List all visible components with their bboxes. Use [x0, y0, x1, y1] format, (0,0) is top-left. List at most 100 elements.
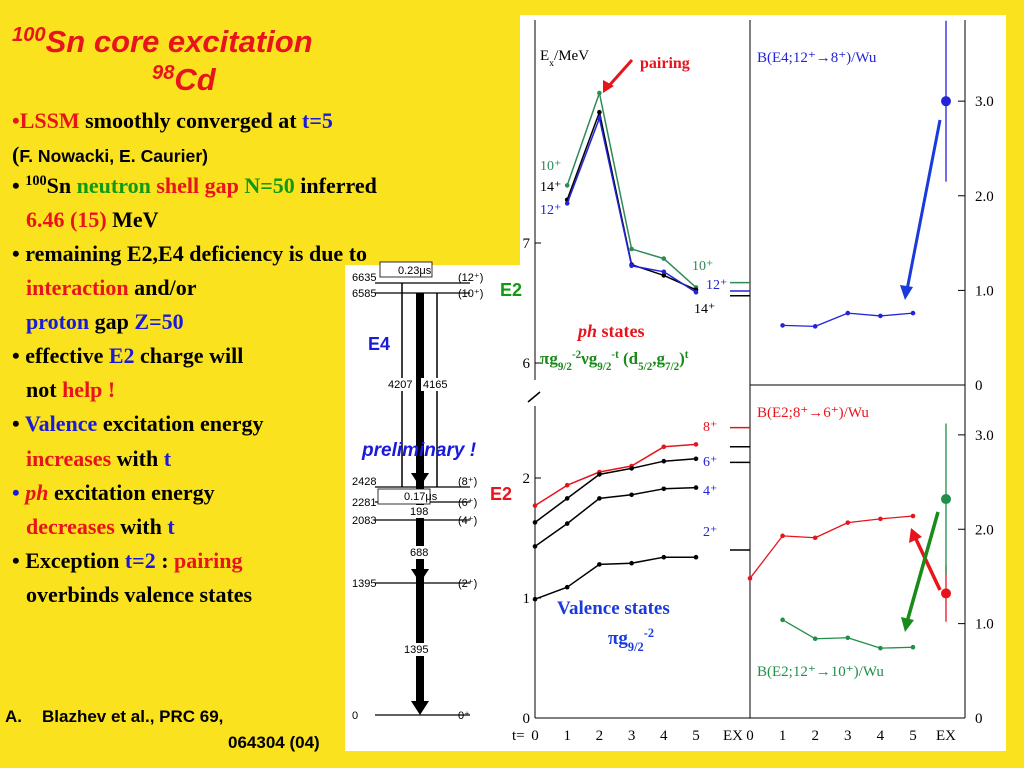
text-run: •LSSM	[12, 108, 80, 133]
text-run: gap	[89, 309, 134, 334]
figure-panel	[520, 15, 1006, 751]
y-axis-label: Ex/MeV	[540, 48, 589, 69]
text-run: overbinds valence states	[26, 582, 253, 607]
text-run: and/or	[129, 275, 197, 300]
text-run: pairing	[174, 548, 242, 573]
x-tick-label: 0	[746, 728, 754, 744]
text-run: not	[26, 377, 62, 402]
y-tick-label: 1.0	[975, 283, 994, 299]
series-segment	[814, 312, 849, 327]
label-bg	[386, 378, 406, 391]
text-run: •	[12, 173, 25, 198]
arrowhead	[909, 528, 922, 543]
series-segment	[749, 535, 784, 579]
series-segment	[598, 92, 633, 250]
series-segment	[663, 443, 697, 448]
arrow	[905, 119, 942, 291]
transition-energy: 198	[410, 506, 428, 518]
point	[693, 554, 699, 560]
text-run: Sn	[47, 173, 77, 198]
series-label: 12⁺	[540, 203, 561, 218]
text-run: 98	[152, 62, 175, 84]
x-tick-label: 2	[811, 728, 819, 744]
text-run: smoothly converged at	[80, 108, 302, 133]
y-tick-label: 2.0	[975, 189, 994, 205]
series-title: B(E2;8⁺→6⁺)/Wu	[757, 405, 869, 421]
arrow	[605, 59, 634, 89]
x-tick-label: 2	[596, 728, 604, 744]
series-segment	[663, 486, 697, 490]
text-run: decreases	[26, 514, 115, 539]
arrowhead	[603, 80, 614, 93]
bullet-line: •LSSM smoothly converged at t=5	[12, 108, 333, 133]
series-segment	[631, 488, 664, 496]
text-run: help !	[62, 377, 115, 402]
y-tick-label: 7	[523, 236, 531, 252]
series-title: B(E4;12⁺→8⁺)/Wu	[757, 50, 877, 66]
x-tick-label: 1	[563, 728, 571, 744]
series-label: 10⁺	[692, 259, 713, 274]
text-run: E2	[109, 343, 135, 368]
text-run: ,g	[652, 349, 665, 368]
text-run: • remaining E2,E4 deficiency is due to	[12, 241, 367, 266]
level-spin: (10⁺)	[458, 288, 483, 300]
series-segment	[847, 637, 881, 649]
text-run: )	[679, 349, 685, 368]
arrowhead	[900, 285, 913, 300]
series-segment	[599, 494, 632, 500]
series-segment	[566, 497, 600, 525]
series-label: 14⁺	[694, 302, 715, 317]
text-run: ph	[576, 321, 597, 341]
footer-citation: Blazhev et al., PRC 69,	[42, 707, 223, 726]
text-run: pairing	[640, 55, 690, 72]
bullet-line: • Exception t=2 : pairing	[12, 548, 243, 573]
bullet-line: (F. Nowacki, E. Caurier)	[12, 142, 208, 167]
series-segment	[566, 473, 600, 500]
text-run: shell gap	[151, 173, 239, 198]
transition-label: E4	[368, 334, 390, 354]
experiment-point	[941, 588, 951, 599]
bullet-line: • Valence excitation energy	[12, 411, 264, 436]
experiment-point	[941, 494, 951, 505]
series-segment	[566, 111, 601, 201]
series-label: 8⁺	[703, 420, 717, 435]
point	[910, 310, 916, 316]
half-life: 0.17μs	[404, 491, 438, 503]
y-tick-label: 1.0	[975, 617, 994, 633]
text-run: •	[12, 480, 25, 505]
series-segment	[566, 471, 600, 486]
transition-label: E2	[490, 484, 512, 504]
bullet-line: • effective E2 charge will	[12, 343, 243, 368]
transition-energy: 688	[410, 547, 428, 559]
text-run: •	[12, 411, 25, 436]
text-run: 7/2	[665, 361, 680, 373]
title: 100Sn core excitation	[12, 24, 313, 59]
transition-energy: 1395	[404, 644, 428, 656]
series-segment	[815, 637, 848, 640]
experiment-point	[941, 96, 951, 107]
axis-break	[527, 391, 541, 403]
text-run: with	[111, 446, 164, 471]
text-run: -2	[644, 626, 654, 640]
text-run: increases	[26, 446, 112, 471]
text-run: t=5	[302, 108, 333, 133]
series-segment	[631, 460, 664, 470]
series-label: 12⁺	[706, 278, 727, 293]
point	[910, 644, 916, 650]
series-segment	[782, 619, 816, 640]
level-scheme-panel	[345, 265, 521, 751]
text-run: Sn core excitation	[46, 24, 313, 59]
series-label: 6⁺	[703, 455, 717, 470]
bullet-line: • ph excitation energy	[12, 480, 215, 505]
half-life-box	[377, 488, 431, 505]
x-tick-label: 4	[877, 728, 885, 744]
x-tick-label: 5	[909, 728, 917, 744]
transition-label: preliminary !	[361, 440, 476, 461]
level-energy: 2083	[352, 515, 376, 527]
series-segment	[631, 446, 665, 467]
bullet-line: increases with t	[26, 446, 172, 471]
text-run: charge will	[135, 343, 244, 368]
level-spin: (4⁺)	[458, 515, 477, 527]
series-segment	[847, 312, 881, 317]
